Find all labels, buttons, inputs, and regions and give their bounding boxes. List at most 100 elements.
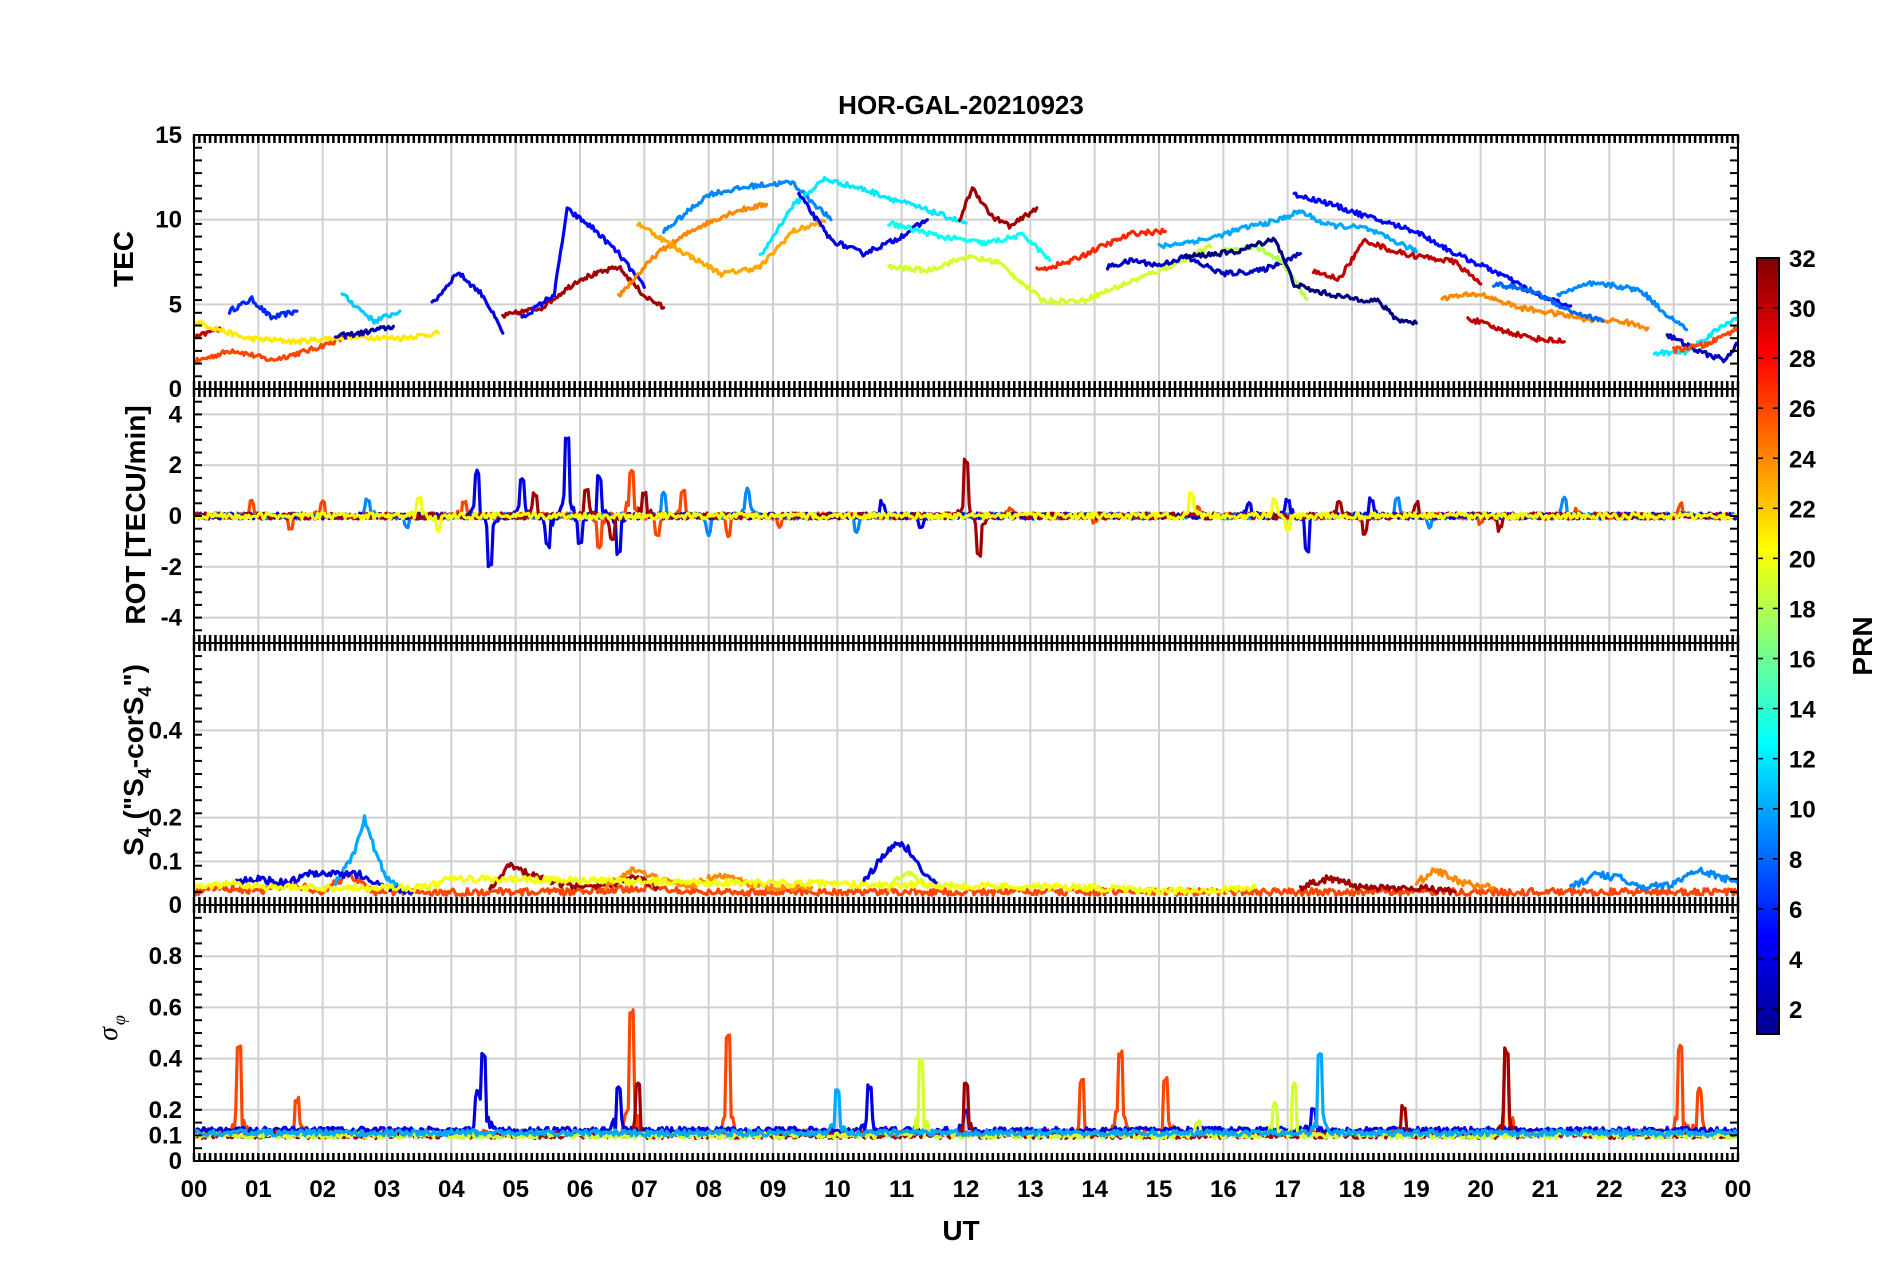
y-tick-label: 0.1: [149, 1122, 182, 1149]
y-label-tec: TEC: [108, 231, 139, 287]
series-line-prn-19: [887, 243, 1213, 306]
series-line-prn-10: [333, 814, 408, 895]
y-label-s4: S4 ("S4-corS4"): [118, 664, 155, 856]
y-tick-label: 2: [169, 452, 182, 479]
colorbar-tick-label: 2: [1789, 997, 1802, 1024]
y-tick-label: 0.6: [149, 994, 182, 1021]
colorbar-tick-label: 30: [1789, 296, 1816, 323]
y-label-s4-part: S: [118, 837, 149, 856]
x-tick-label: 11: [889, 1176, 914, 1203]
series-line-prn-9: [1569, 866, 1738, 892]
series-line-prn-6: [227, 295, 299, 321]
x-tick-label: 22: [1596, 1176, 1623, 1203]
colorbar-label: PRN: [1847, 616, 1878, 675]
series-line-prn-8: [1491, 281, 1605, 323]
x-tick-label: 12: [953, 1176, 980, 1203]
x-tick-labels: 00 01 02 03 04 05 06 07 08 09 10 11 12 13 14 15 16 17 18 19…: [181, 1176, 1752, 1203]
x-tick-label: 00: [181, 1176, 208, 1203]
series-line-prn-11: [340, 292, 402, 325]
colorbar-tick-label: 18: [1789, 596, 1816, 623]
y-label-s4-part: ("S: [118, 778, 149, 827]
x-tick-label: 16: [1210, 1176, 1237, 1203]
series-line-prn-10: [194, 1052, 1738, 1138]
series-line-prn-21: [194, 320, 441, 346]
series-line-prn-23: [636, 218, 827, 278]
y-tick-label: 0: [169, 1148, 182, 1175]
series-line-prn-24: [1414, 867, 1496, 892]
x-tick-label: 00: [1725, 1176, 1752, 1203]
y-label-sigma-group: σφ: [93, 1015, 129, 1041]
series-line-prn-31: [957, 186, 1039, 230]
colorbar-tick-label: 10: [1789, 797, 1816, 824]
colorbar-tick-label: 14: [1789, 697, 1816, 724]
series-line-prn-30: [1311, 237, 1483, 286]
x-tick-label: 06: [567, 1176, 594, 1203]
series-line-prn-27: [1035, 227, 1168, 272]
series-line-prn-5: [520, 206, 646, 319]
series-line-prn-1: [1183, 236, 1418, 326]
y-tick-label: 4: [169, 401, 183, 428]
x-tick-label: 18: [1339, 1176, 1366, 1203]
panel-data: [194, 814, 1738, 898]
y-label-s4-part: "): [118, 664, 149, 687]
series-line-prn-26: [1672, 326, 1738, 354]
y-tick-label: 0.2: [149, 805, 182, 832]
series-line-prn-3: [1665, 333, 1738, 364]
colorbar-label-group: PRN: [1847, 616, 1878, 675]
x-tick-label: 10: [824, 1176, 851, 1203]
colorbar-tick-label: 12: [1789, 747, 1816, 774]
x-tick-label: 08: [695, 1176, 722, 1203]
x-tick-label: 23: [1660, 1176, 1687, 1203]
x-tick-label: 20: [1467, 1176, 1494, 1203]
y-tick-label: 10: [155, 207, 182, 234]
series-line-prn-4: [861, 840, 942, 890]
series-line-prn-13: [887, 220, 1052, 262]
colorbar-tick-label: 24: [1789, 446, 1816, 473]
x-tick-label: 19: [1403, 1176, 1430, 1203]
colorbar-tick-label: 4: [1789, 947, 1803, 974]
panel-data: [194, 1008, 1738, 1141]
x-tick-label: 15: [1146, 1176, 1173, 1203]
y-tick-label: -4: [161, 605, 183, 632]
colorbar-tick-label: 32: [1789, 246, 1816, 273]
colorbar-tick-label: 22: [1789, 496, 1816, 523]
y-label-sigma: σφ: [93, 1015, 129, 1041]
y-label-tec-group: TEC: [108, 231, 139, 287]
y-label-s4-sub: 4: [135, 687, 155, 697]
x-tick-label: 02: [309, 1176, 336, 1203]
y-tick-label: 0.8: [149, 943, 182, 970]
series-line-prn-9: [661, 179, 833, 234]
y-label-s4-sub: 4: [135, 827, 155, 837]
series-line-prn-24: [1440, 291, 1650, 332]
series-line-prn-9: [1556, 280, 1689, 332]
series-line-prn-19: [887, 870, 930, 892]
y-tick-label: -2: [161, 554, 182, 581]
colorbar-tick-label: 20: [1789, 546, 1816, 573]
x-tick-label: 05: [502, 1176, 529, 1203]
x-tick-label: 04: [438, 1176, 465, 1203]
panel-s4: 0 0.1 0.2 0.4: [149, 642, 1740, 919]
series-line-prn-12: [758, 175, 968, 256]
panel-sigma: 00.10.2 0.4 0.6 0.8: [149, 904, 1740, 1175]
series-line-prn-31: [501, 265, 666, 319]
y-tick-label: 0.4: [149, 1046, 183, 1073]
y-tick-label: 15: [155, 122, 182, 149]
colorbar-tick-label: 16: [1789, 647, 1816, 674]
x-tick-label: 14: [1081, 1176, 1108, 1203]
x-tick-label: 03: [374, 1176, 401, 1203]
series-line-prn-3: [1105, 251, 1303, 278]
panel-data: [194, 436, 1738, 569]
series-line-prn-4: [430, 271, 505, 335]
y-label-s4-group: S4 ("S4-corS4"): [118, 664, 155, 856]
y-tick-label: 0: [169, 892, 182, 919]
y-label-sigma-sub: φ: [109, 1015, 129, 1025]
series-line-prn-24: [616, 201, 769, 298]
chart-title: HOR-GAL-20210923: [838, 90, 1084, 120]
y-label-s4-part: -corS: [118, 697, 149, 769]
x-tick-label: 09: [760, 1176, 787, 1203]
series-line-prn-4: [797, 192, 930, 258]
series-line-prn-26: [194, 873, 1738, 898]
series-line-prn-20: [194, 874, 1258, 897]
